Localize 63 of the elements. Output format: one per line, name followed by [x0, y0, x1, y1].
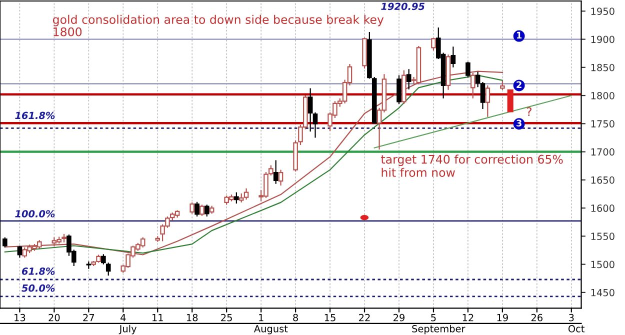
- annotation: target 1740 for correction 65% hit from now: [381, 154, 563, 177]
- y-tick-label: 1500: [591, 260, 614, 268]
- x-tick-label: 19: [497, 314, 508, 322]
- x-tick-label: 12: [462, 314, 474, 322]
- annotation: 161.8%: [15, 112, 55, 120]
- x-tick-label: 26: [531, 314, 542, 322]
- x-tick-label: 13: [14, 314, 26, 322]
- text: gold consolidation area to down side because break key 1800: [52, 14, 384, 36]
- candlestick: [500, 80, 505, 90]
- candlestick: [234, 192, 239, 204]
- annotation: 2: [516, 81, 522, 88]
- candlestick: [466, 61, 470, 78]
- y-tick-label: 1850: [591, 64, 614, 72]
- x-tick-label: 20: [48, 314, 60, 322]
- x2-tick-label: July: [118, 324, 137, 334]
- x-tick-label: 15: [324, 314, 336, 322]
- y-tick-label: 1600: [591, 204, 614, 212]
- y-tick-label: 1650: [591, 176, 614, 184]
- annotation: 50.0%: [22, 284, 55, 292]
- candlestick: [485, 84, 490, 118]
- candlestick: [106, 262, 111, 276]
- candlestick: [273, 160, 278, 184]
- x-tick-label: 8: [293, 314, 298, 322]
- annotation: 61.8%: [22, 268, 55, 275]
- x-tick-label: 5: [431, 314, 436, 322]
- annotation: ?: [526, 107, 532, 116]
- x2-tick-label: September: [412, 324, 466, 334]
- x-tick-label: 22: [359, 314, 370, 322]
- annotation: 100.0%: [15, 210, 55, 218]
- candlestick: [190, 202, 195, 214]
- y-tick-label: 1450: [591, 288, 614, 296]
- candlestick: [101, 254, 106, 265]
- annotation: 1920.95: [381, 2, 424, 10]
- x2-tick-label: Oct: [568, 325, 584, 332]
- x-tick-label: 25: [221, 314, 232, 322]
- candlestick: [308, 88, 313, 132]
- candlestick: [194, 201, 200, 218]
- y-tick-label: 1900: [591, 36, 614, 44]
- x-tick-label: 11: [152, 314, 163, 322]
- x-tick-label: 29: [394, 314, 404, 322]
- candlestick: [17, 245, 22, 258]
- x2-tick-label: August: [254, 325, 288, 334]
- candlestick: [278, 169, 284, 186]
- candlestick: [204, 204, 210, 218]
- x-tick-label: 18: [186, 314, 198, 322]
- candlestick: [450, 46, 456, 68]
- y-tick-label: 1700: [591, 148, 614, 156]
- candlestick: [312, 112, 318, 138]
- candlestick: [406, 68, 412, 90]
- candlestick: [200, 204, 204, 216]
- x-tick-label: 27: [83, 314, 94, 322]
- candlestick: [2, 236, 8, 248]
- x-tick-label: 3: [569, 314, 574, 322]
- x-tick-label: 4: [120, 314, 126, 322]
- candlestick: [396, 74, 402, 105]
- y-tick-label: 1750: [591, 120, 614, 128]
- x-tick-label: 1: [259, 314, 264, 322]
- y-tick-label: 1800: [591, 92, 614, 100]
- y-tick-label: 1550: [591, 232, 614, 240]
- annotation: 1: [516, 32, 522, 39]
- annotation: 3: [516, 120, 522, 126]
- candlestick: [431, 38, 436, 52]
- y-tick-label: 1950: [591, 8, 614, 15]
